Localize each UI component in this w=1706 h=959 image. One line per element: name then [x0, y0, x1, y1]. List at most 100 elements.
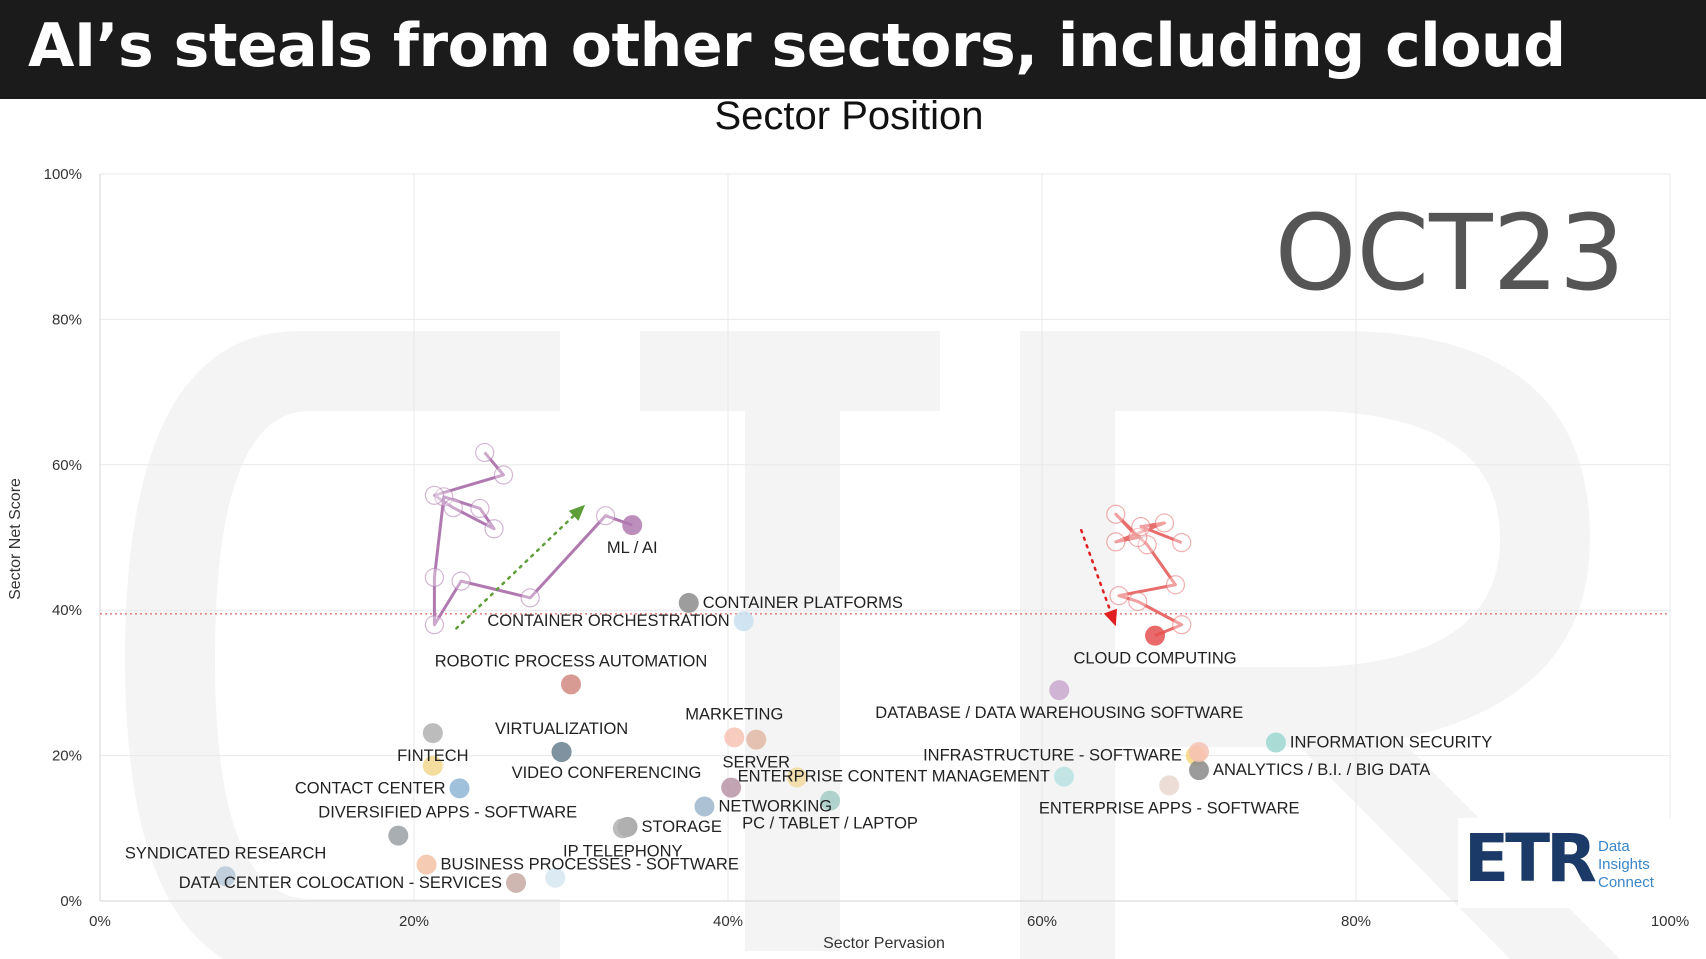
trend-arrow-head	[1103, 608, 1117, 627]
trails	[424, 442, 1192, 638]
data-label: CONTAINER PLATFORMS	[703, 594, 903, 612]
data-label: STORAGE	[642, 818, 722, 836]
trail-marker	[1128, 591, 1148, 612]
trail-marker	[424, 485, 445, 505]
trail-marker	[520, 588, 540, 608]
data-label: CONTACT CENTER	[295, 779, 446, 797]
y-axis-title: Sector Net Score	[7, 478, 24, 600]
data-point	[422, 723, 443, 744]
data-label: DIVERSIFIED APPS - SOFTWARE	[318, 804, 577, 822]
trail-marker	[424, 615, 445, 635]
trail-marker	[1172, 532, 1192, 553]
data-point	[1049, 680, 1070, 701]
data-point	[787, 767, 808, 788]
data-point	[1053, 766, 1074, 787]
x-tick-labels: 0% 20% 40% 60% 80% 100%	[89, 913, 1689, 930]
data-label: CLOUD COMPUTING	[1073, 650, 1236, 668]
etr-watermark	[125, 331, 1620, 959]
data-point	[746, 729, 767, 750]
data-label: SYNDICATED RESEARCH	[125, 844, 326, 862]
y-tick-label: 100%	[44, 166, 82, 183]
title-banner: AI’s steals from other sectors, includin…	[0, 0, 1706, 99]
trail-marker	[493, 465, 514, 485]
data-point	[1145, 625, 1166, 646]
data-label: BUSINESS PROCESSES - SOFTWARE	[441, 856, 739, 874]
data-point	[820, 790, 841, 811]
data-point	[215, 866, 236, 887]
chart-title: Sector Position	[714, 99, 983, 138]
trail-marker	[1106, 532, 1126, 552]
trail-marker	[1131, 516, 1151, 537]
trail-marker	[1165, 575, 1186, 595]
data-label: ENTERPRISE APPS - SOFTWARE	[1039, 799, 1300, 817]
data-label: ML / AI	[607, 539, 658, 557]
y-tick-label: 0%	[60, 893, 82, 910]
data-label: INFRASTRUCTURE - SOFTWARE	[923, 747, 1182, 765]
trail-marker	[451, 571, 471, 591]
tagline-insights: Insights	[1598, 856, 1650, 873]
data-point	[561, 674, 581, 695]
data-label: NETWORKING	[718, 797, 832, 815]
trail-line	[1114, 512, 1184, 638]
sector-position-chart: 0% 20% 40% 60% 80% 100% 0% 20% 40% 60% 80% 100% ML…	[7, 99, 1689, 959]
data-point	[422, 755, 443, 776]
trail-marker	[595, 506, 616, 526]
data-point	[545, 867, 566, 888]
trail-marker	[470, 498, 490, 519]
etr-logo: ETR Data Insights Connect	[1458, 818, 1678, 908]
x-tick-label: 0%	[89, 913, 111, 930]
data-point	[1189, 741, 1209, 762]
grid	[99, 173, 1671, 902]
data-label: ROBOTIC PROCESS AUTOMATION	[435, 652, 708, 670]
trail-marker	[1106, 504, 1126, 524]
data-point	[724, 727, 745, 748]
data-point	[1265, 732, 1286, 753]
x-axis-title: Sector Pervasion	[823, 935, 945, 952]
trail-marker	[443, 498, 463, 518]
trend-arrow-line	[1080, 528, 1112, 613]
y-tick-label: 20%	[52, 748, 82, 765]
data-point	[388, 825, 409, 846]
data-point	[678, 592, 699, 613]
axes	[99, 174, 1670, 902]
data-label: FINTECH	[397, 747, 469, 765]
y-tick-label: 80%	[52, 311, 82, 328]
data-point	[1189, 760, 1209, 781]
data-label: CONTAINER ORCHESTRATION	[487, 612, 729, 630]
data-point	[733, 611, 754, 632]
data-label: VIRTUALIZATION	[495, 720, 628, 738]
data-label: ENTERPRISE CONTENT MANAGEMENT	[738, 768, 1050, 786]
x-tick-label: 40%	[713, 913, 743, 930]
data-point	[506, 872, 527, 893]
trend-arrow-line	[455, 514, 575, 630]
data-point	[1159, 775, 1180, 796]
y-tick-labels: 0% 20% 40% 60% 80% 100%	[44, 166, 82, 910]
trend-arrows	[455, 504, 1117, 630]
data-label: IP TELEPHONY	[563, 842, 683, 860]
x-tick-label: 100%	[1651, 913, 1689, 930]
x-tick-label: 60%	[1027, 913, 1057, 930]
data-points	[215, 515, 1286, 893]
period-stamp: OCT23	[1275, 192, 1625, 314]
data-label: DATA CENTER COLOCATION - SERVICES	[179, 874, 502, 892]
data-point	[416, 854, 437, 875]
tagline-connect: Connect	[1598, 874, 1654, 891]
data-label: DATABASE / DATA WAREHOUSING SOFTWARE	[875, 704, 1243, 722]
x-tick-label: 80%	[1341, 913, 1371, 930]
data-label: ANALYTICS / B.I. / BIG DATA	[1213, 761, 1430, 779]
logo-mark: ETR	[1464, 820, 1597, 897]
y-tick-label: 60%	[52, 457, 82, 474]
tagline-data: Data	[1598, 838, 1630, 855]
trail-marker	[475, 442, 495, 463]
data-point	[612, 818, 633, 839]
trail-marker	[1172, 615, 1192, 635]
data-label: MARKETING	[685, 705, 783, 723]
data-point	[694, 796, 715, 817]
trend-arrow-head	[568, 504, 586, 521]
data-label: SERVER	[722, 754, 790, 772]
data-point	[622, 515, 643, 536]
data-point	[449, 778, 470, 799]
logo-tagline: Data Insights Connect	[1598, 838, 1654, 892]
trail-marker	[1154, 513, 1175, 533]
data-label: INFORMATION SECURITY	[1290, 734, 1492, 752]
